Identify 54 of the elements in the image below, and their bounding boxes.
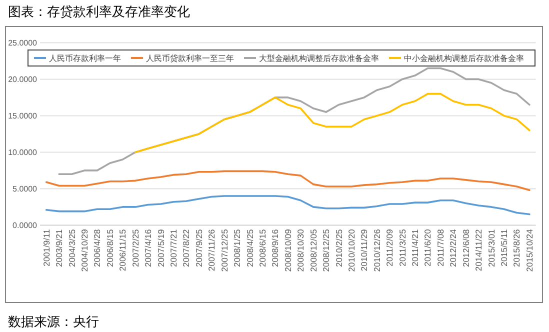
line-series bbox=[134, 92, 530, 154]
x-tick-label: 2010/12/26 bbox=[372, 228, 382, 272]
x-tick-label: 2006/4/28 bbox=[92, 228, 102, 268]
chart-title: 图表：存贷款利率及存准率变化 bbox=[8, 4, 190, 20]
x-tick-label: 2004/10/29 bbox=[79, 228, 90, 272]
x-tick-label: 2012/6/08 bbox=[460, 228, 471, 268]
legend-label: 人民币贷款利率一至三年 bbox=[146, 54, 234, 63]
y-tick-label: 25.0000 bbox=[8, 38, 38, 48]
x-tick-label: 2015/8/26 bbox=[512, 228, 522, 268]
x-tick-label: 2007/11/26 bbox=[206, 228, 217, 272]
x-tick-label: 2008/9/16 bbox=[270, 228, 280, 268]
x-tick-label: 2015/3/01 bbox=[486, 228, 496, 268]
x-tick-label: 2011/4/21 bbox=[410, 228, 420, 266]
x-tick-label: 2007/4/16 bbox=[143, 228, 154, 268]
x-tick-label: 2015/10/24 bbox=[524, 228, 534, 272]
x-tick-label: 2004/3/25 bbox=[66, 228, 77, 268]
x-tick-label: 2010/11/29 bbox=[359, 228, 370, 272]
x-tick-label: 2011/2/09 bbox=[384, 228, 395, 266]
y-tick-label: 5.0000 bbox=[12, 184, 38, 194]
x-tick-label: 2007/12/25 bbox=[219, 228, 230, 272]
x-tick-label: 2010/10/20 bbox=[346, 228, 356, 272]
x-tick-label: 2008/12/05 bbox=[308, 228, 318, 272]
x-tick-label: 2007/9/25 bbox=[194, 228, 204, 268]
x-tick-label: 2015/5/11 bbox=[499, 228, 510, 266]
x-tick-label: 2011/3/25 bbox=[397, 228, 408, 266]
x-tick-label: 2007/5/19 bbox=[156, 228, 166, 268]
x-tick-label: 2008/1/25 bbox=[232, 228, 242, 268]
source-note: 数据来源：央行 bbox=[8, 315, 99, 330]
x-tick-label: 2010/2/25 bbox=[334, 228, 344, 268]
legend-label: 人民币存款利率一年 bbox=[49, 54, 121, 63]
x-tick-label: 2006/8/15 bbox=[104, 228, 115, 268]
line-series bbox=[45, 195, 530, 216]
x-tick-label: 2012/2/24 bbox=[448, 228, 458, 268]
legend-label: 大型金融机构调整后存款准备金率 bbox=[259, 54, 379, 63]
x-tick-label: 2008/12/25 bbox=[321, 228, 332, 272]
x-tick-label: 2008/4/25 bbox=[244, 228, 255, 268]
x-tick-label: 2008/10/09 bbox=[282, 228, 293, 272]
y-tick-label: 20.0000 bbox=[8, 75, 38, 84]
x-tick-label: 2007/2/25 bbox=[130, 228, 140, 268]
line-series bbox=[45, 170, 530, 192]
x-tick-label: 2006/11/15 bbox=[118, 228, 128, 272]
y-tick-label: 10.0000 bbox=[8, 148, 38, 158]
x-tick-label: 2014/11/22 bbox=[474, 228, 484, 272]
x-tick-label: 2008/10/30 bbox=[296, 228, 306, 272]
x-tick-label: 2001/9/11 bbox=[41, 228, 52, 266]
legend-label: 中小金融机构调整后存款准备金率 bbox=[404, 54, 524, 63]
x-tick-label: 2003/9/21 bbox=[54, 228, 64, 268]
x-tick-label: 2008/6/15 bbox=[257, 228, 268, 268]
x-tick-label: 2011/7/08 bbox=[435, 228, 446, 266]
x-tick-label: 2007/8/22 bbox=[181, 228, 192, 268]
y-tick-label: 0.0000 bbox=[12, 221, 38, 230]
x-tick-label: 2007/7/21 bbox=[168, 228, 178, 268]
x-tick-label: 2011/6/20 bbox=[422, 228, 433, 266]
y-tick-label: 15.0000 bbox=[8, 112, 38, 121]
